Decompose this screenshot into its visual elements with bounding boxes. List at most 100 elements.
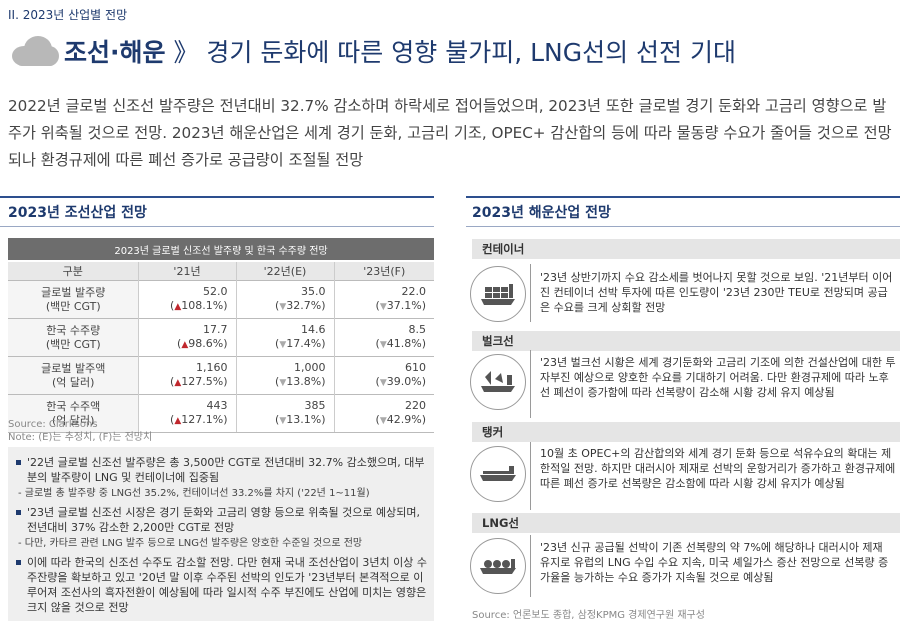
row-unit: (백만 CGT) [45, 337, 101, 351]
bullet-item: '22년 글로벌 신조선 발주량은 총 3,500만 CGT로 전년대비 32.… [16, 455, 428, 485]
table-cell: 443 (▲127.1%) [138, 394, 237, 433]
table-cell: 220 (▼42.9%) [334, 394, 434, 433]
cell-change: (▼37.1%) [375, 299, 426, 312]
table-source: Source: Clarksons [8, 419, 98, 430]
change-percent: 42.9% [386, 413, 422, 426]
bullet-text: 이에 따라 한국의 신조선 수주도 감소할 전망. 다만 현재 국내 조선산업이… [27, 556, 428, 614]
table-header-cell: '22년(E) [236, 262, 335, 281]
cell-value: 52.0 [203, 285, 228, 298]
table-row: 한국 수주액 (억 달러) 443 (▲127.1%) 385 (▼13.1%) 220 (▼… [8, 394, 434, 433]
cell-value: 8.5 [408, 323, 427, 336]
cell-value: 610 [405, 361, 426, 374]
cell-change: (▲127.1%) [170, 413, 228, 426]
right-heading-underline [466, 226, 900, 227]
cell-value: 443 [206, 399, 228, 412]
arrow-down-icon: ▼ [379, 340, 387, 350]
table-cell: 17.7 (▲98.6%) [138, 318, 237, 357]
change-percent: 39.0% [386, 375, 422, 388]
category-bulk: 벌크선 [472, 331, 900, 351]
divider [530, 442, 531, 510]
container-ship-icon [470, 266, 526, 322]
cell-value: 220 [405, 399, 426, 412]
change-percent: 13.8% [286, 375, 322, 388]
cell-change: (▼32.7%) [275, 299, 326, 312]
bullet-text: '23년 글로벌 신조선 시장은 경기 둔화와 고금리 영향 등으로 위축될 것… [27, 506, 420, 534]
change-percent: 98.6% [188, 337, 224, 350]
bullet-item: '23년 글로벌 신조선 시장은 경기 둔화와 고금리 영향 등으로 위축될 것… [16, 505, 428, 535]
arrow-down-icon: ▼ [379, 416, 387, 426]
table-header-cell: 구분 [8, 262, 139, 281]
headline-separator: 》 [165, 38, 199, 67]
bulk-carrier-icon [470, 354, 526, 410]
bullet-subitem: - 다만, 카타르 관련 LNG 발주 등으로 LNG선 발주량은 양호한 수준… [18, 538, 363, 549]
cell-change: (▲108.1%) [170, 299, 228, 312]
change-percent: 13.1% [286, 413, 322, 426]
category-lng: LNG선 [472, 513, 900, 533]
right-section-heading: 2023년 해운산업 전망 [472, 205, 611, 221]
bullet-item: 이에 따라 한국의 신조선 수주도 감소할 전망. 다만 현재 국내 조선산업이… [16, 555, 428, 615]
headline-rest: 경기 둔화에 따른 영향 불가피, LNG선의 선전 기대 [198, 38, 736, 67]
table-source-note: Source: Clarksons Note: (E)는 추정치, (F)는 전… [8, 418, 152, 444]
row-label: 한국 수주액 (억 달러) [8, 394, 139, 433]
table-cell: 52.0 (▲108.1%) [138, 280, 237, 319]
bullet-marker [16, 510, 21, 515]
bullet-text: '22년 글로벌 신조선 발주량은 총 3,500만 CGT로 전년대비 32.… [27, 456, 425, 484]
table-cell: 1,160 (▲127.5%) [138, 356, 237, 395]
row-label: 글로벌 발주량 (백만 CGT) [8, 280, 139, 319]
cell-change: (▼41.8%) [375, 337, 426, 350]
table-cell: 610 (▼39.0%) [334, 356, 434, 395]
divider [530, 350, 531, 418]
arrow-down-icon: ▼ [379, 302, 387, 312]
cell-change: (▲98.6%) [177, 337, 228, 350]
change-percent: 41.8% [386, 337, 422, 350]
row-label-line: 글로벌 발주액 [41, 361, 106, 375]
table-header-cell: '23년(F) [334, 262, 434, 281]
change-percent: 32.7% [286, 299, 322, 312]
change-percent: 17.4% [286, 337, 322, 350]
category-container: 컨테이너 [472, 239, 900, 259]
arrow-down-icon: ▼ [379, 378, 387, 388]
left-top-rule [0, 196, 434, 198]
left-heading-underline [0, 226, 434, 227]
bullet-box: '22년 글로벌 신조선 발주량은 총 3,500만 CGT로 전년대비 32.… [8, 447, 434, 621]
cell-value: 1,160 [196, 361, 228, 374]
arrow-down-icon: ▼ [279, 340, 287, 350]
cloud-icon [12, 36, 59, 66]
cell-change: (▼13.8%) [275, 375, 326, 388]
table-caption: 2023년 글로벌 신조선 발주량 및 한국 수주량 전망 [8, 238, 434, 260]
right-top-rule [466, 196, 900, 198]
cell-change: (▼13.1%) [275, 413, 326, 426]
arrow-up-icon: ▲ [174, 416, 182, 426]
headline-bold: 조선·해운 [64, 38, 166, 67]
divider [530, 535, 531, 597]
intro-paragraph: 2022년 글로벌 신조선 발주량은 전년대비 32.7% 감소하며 하락세로 … [8, 97, 892, 169]
row-unit: (억 달러) [52, 375, 95, 389]
category-tanker: 탱커 [472, 422, 900, 442]
row-unit: (백만 CGT) [45, 299, 101, 313]
cell-value: 14.6 [301, 323, 326, 336]
cell-value: 385 [304, 399, 326, 412]
table-note: Note: (E)는 추정치, (F)는 전망치 [8, 432, 153, 443]
arrow-up-icon: ▲ [174, 302, 182, 312]
bullet-marker [16, 460, 21, 465]
table-cell: 1,000 (▼13.8%) [236, 356, 335, 395]
change-percent: 127.1% [181, 413, 224, 426]
bullet-subitem: - 글로벌 총 발주량 중 LNG선 35.2%, 컨테이너선 33.2%를 차… [18, 488, 370, 499]
tanker-icon [470, 446, 526, 502]
arrow-down-icon: ▼ [279, 302, 287, 312]
cell-value: 35.0 [301, 285, 326, 298]
table-row: 글로벌 발주량 (백만 CGT) 52.0 (▲108.1%) 35.0 (▼32.7%)… [8, 280, 434, 319]
table-row: 한국 수주량 (백만 CGT) 17.7 (▲98.6%) 14.6 (▼17.4%) 8.… [8, 318, 434, 357]
cell-change: (▼39.0%) [375, 375, 426, 388]
cell-change: (▼42.9%) [375, 413, 426, 426]
arrow-down-icon: ▼ [279, 378, 287, 388]
bullet-marker [16, 560, 21, 565]
row-label-line: 글로벌 발주량 [41, 285, 106, 299]
cell-change: (▼17.4%) [275, 337, 326, 350]
row-label-line: 한국 수주량 [46, 323, 101, 337]
divider [530, 264, 531, 322]
section-label: II. 2023년 산업별 전망 [8, 8, 128, 22]
arrow-up-icon: ▲ [174, 378, 182, 388]
change-percent: 37.1% [386, 299, 422, 312]
arrow-down-icon: ▼ [279, 416, 287, 426]
